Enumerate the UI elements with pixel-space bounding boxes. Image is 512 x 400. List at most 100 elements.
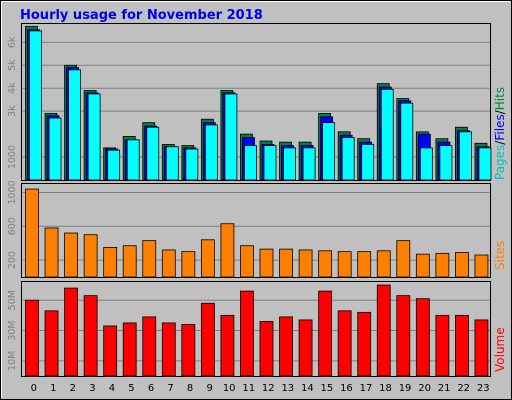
- bar-pages: [126, 139, 140, 181]
- bar-volume: [44, 310, 59, 377]
- bar-volume: [64, 287, 78, 377]
- bar-sites: [298, 249, 313, 278]
- x-tick-label: 13: [281, 383, 294, 394]
- legend-label-pages-files-hits: Pages/Files/Hits: [493, 87, 507, 180]
- bar-sites: [200, 239, 215, 278]
- x-axis-tick-labels: 0 1 2 3 4 5 6 7 8 9 10 11 12 13 14 15 16 17 18 19 20 21 22 23: [31, 383, 490, 394]
- bar-pages: [322, 122, 336, 181]
- x-tick-label: 0: [31, 383, 37, 394]
- x-tick-label: 21: [438, 383, 451, 394]
- x-tick-label: 6: [148, 383, 154, 394]
- bar-volume: [200, 302, 215, 377]
- bar-volume: [357, 311, 372, 377]
- bar-volume: [122, 322, 137, 377]
- x-tick-label: 15: [321, 383, 334, 394]
- bar-volume: [83, 295, 98, 377]
- bar-sites: [435, 252, 450, 278]
- bar-volume: [220, 314, 235, 377]
- bar-pages: [361, 144, 375, 181]
- bar-volume: [396, 295, 411, 377]
- bar-pages: [29, 30, 42, 181]
- bar-volume: [279, 316, 293, 377]
- bar-sites: [474, 254, 489, 278]
- bar-pages: [107, 149, 121, 181]
- x-tick-label: 8: [187, 383, 193, 394]
- bar-pages: [68, 69, 81, 181]
- legend-hits: Hits: [493, 87, 507, 110]
- bar-sites: [142, 240, 157, 278]
- legend-sites: Sites: [493, 241, 507, 270]
- y-tick-label: 50M: [7, 290, 18, 310]
- bar-sites: [181, 251, 196, 278]
- bar-pages: [380, 88, 394, 181]
- bar-sites: [25, 188, 39, 278]
- bar-pages: [478, 147, 492, 181]
- bar-sites: [396, 240, 411, 278]
- x-tick-label: 19: [399, 383, 412, 394]
- x-tick-label: 2: [70, 383, 76, 394]
- panel-volume: 10M 30M 50M: [7, 281, 491, 377]
- bar-volume: [142, 316, 157, 377]
- legend-volume: Volume: [493, 327, 507, 372]
- y-tick-label: 3k: [7, 105, 18, 117]
- x-tick-label: 3: [89, 383, 95, 394]
- y-tick-label: 4k: [7, 82, 18, 94]
- y-tick-label: 600: [7, 217, 18, 235]
- legend-pages: Pages: [493, 145, 507, 180]
- x-tick-label: 14: [301, 383, 314, 394]
- bar-volume: [474, 319, 489, 377]
- x-tick-label: 1: [50, 383, 56, 394]
- x-tick-label: 10: [223, 383, 236, 394]
- bar-volume: [376, 284, 391, 377]
- bar-sites: [83, 234, 98, 278]
- x-tick-label: 22: [457, 383, 470, 394]
- legend-sep-1: /: [493, 140, 507, 145]
- panel-sites: 200 600 1000: [7, 180, 491, 278]
- bar-sites: [161, 249, 176, 278]
- panel-hits-files-pages: 1000 3k 4k 5k 6k: [7, 23, 492, 181]
- bar-volume: [318, 290, 333, 377]
- y-tick-label: 10M: [7, 351, 18, 371]
- x-tick-label: 11: [242, 383, 255, 394]
- bar-pages: [419, 147, 433, 181]
- bar-sites: [337, 251, 352, 278]
- bar-volume: [435, 314, 450, 377]
- bar-volume: [298, 319, 313, 377]
- y-tick-label: 5k: [7, 59, 18, 71]
- x-tick-label: 12: [262, 383, 275, 394]
- bar-pages: [244, 145, 257, 181]
- bar-pages: [302, 147, 316, 181]
- legend-sep-2: /: [493, 109, 507, 114]
- bar-volume: [240, 290, 254, 377]
- x-tick-label: 7: [167, 383, 173, 394]
- bar-volume: [25, 299, 39, 377]
- bar-volume: [161, 322, 176, 377]
- y-tick-label: 6k: [7, 36, 18, 48]
- x-tick-label: 16: [340, 383, 353, 394]
- bar-sites: [318, 250, 333, 278]
- legend-files: Files: [493, 114, 507, 140]
- bar-pages: [185, 148, 199, 181]
- bar-sites: [279, 248, 293, 278]
- bar-volume: [415, 298, 430, 377]
- y-tick-label: 200: [7, 251, 18, 269]
- bar-pages: [224, 93, 238, 181]
- y-tick-label: 1000: [7, 180, 18, 204]
- bar-pages: [146, 126, 160, 181]
- bar-pages: [165, 146, 179, 181]
- bar-pages: [439, 145, 453, 181]
- bar-sites: [220, 223, 235, 278]
- bar-volume: [259, 321, 274, 377]
- x-tick-label: 17: [360, 383, 373, 394]
- x-tick-label: 5: [128, 383, 134, 394]
- bar-pages: [87, 93, 101, 181]
- y-tick-label: 30M: [7, 320, 18, 340]
- chart-title: Hourly usage for November 2018: [20, 8, 263, 23]
- bar-sites: [103, 247, 118, 278]
- bar-sites: [376, 250, 391, 278]
- bar-pages: [204, 124, 218, 181]
- panel-2-frame: [21, 183, 491, 278]
- bar-pages: [48, 117, 62, 181]
- bar-pages: [283, 147, 296, 181]
